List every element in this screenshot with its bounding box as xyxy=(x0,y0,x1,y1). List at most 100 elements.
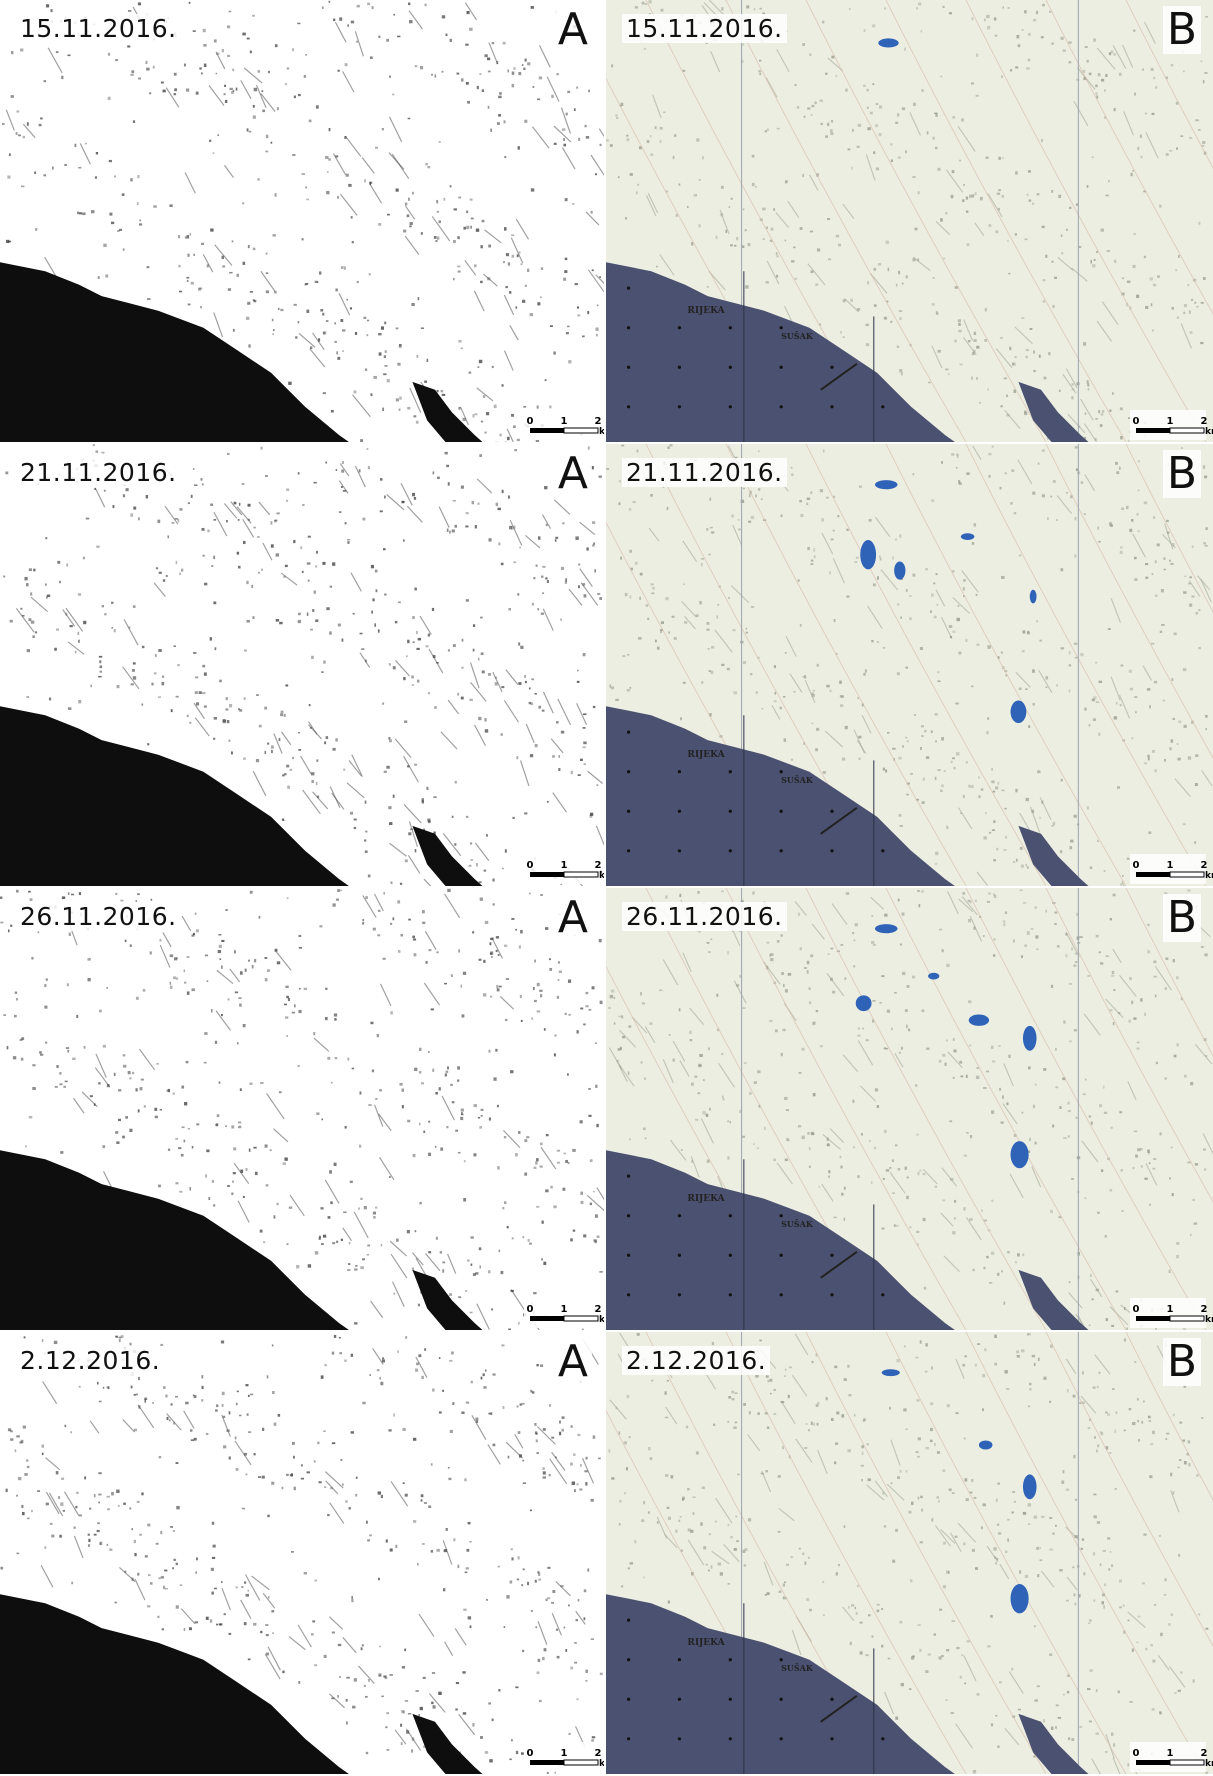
terrain-speck xyxy=(171,1403,173,1405)
terrain-speck xyxy=(938,1500,940,1502)
terrain-speck xyxy=(16,890,19,893)
terrain-speck xyxy=(289,1207,292,1209)
terrain-speck xyxy=(260,1082,263,1084)
terrain-speck xyxy=(574,1642,577,1644)
terrain-speck xyxy=(540,1166,543,1168)
terrain-speck xyxy=(16,1435,19,1437)
map: RIJEKASUŠAK012km xyxy=(606,444,1213,886)
terrain-speck xyxy=(444,198,446,201)
terrain-speck xyxy=(1178,1690,1181,1692)
terrain-speck xyxy=(743,661,746,664)
terrain-speck xyxy=(972,542,974,545)
terrain-speck xyxy=(382,1357,384,1359)
terrain-speck xyxy=(1183,312,1185,314)
terrain-speck xyxy=(1089,1619,1091,1621)
terrain-speck xyxy=(709,498,711,501)
terrain-speck xyxy=(919,904,921,907)
terrain-speck xyxy=(1091,1298,1093,1300)
terrain-speck xyxy=(398,950,401,953)
terrain-speck xyxy=(837,515,839,517)
terrain-speck xyxy=(5,471,8,474)
terrain-speck xyxy=(715,1521,717,1523)
terrain-speck xyxy=(470,198,473,200)
terrain-speck xyxy=(1147,1150,1150,1153)
terrain-speck xyxy=(941,737,944,740)
terrain-speck xyxy=(757,1070,760,1073)
terrain-speck xyxy=(524,120,527,123)
terrain-speck xyxy=(800,227,803,230)
terrain-speck xyxy=(844,1525,846,1528)
terrain-speck xyxy=(665,1391,667,1394)
terrain-speck xyxy=(66,1047,69,1049)
terrain-speck xyxy=(260,1230,263,1233)
terrain-speck xyxy=(287,67,289,69)
terrain-speck xyxy=(148,1574,151,1576)
terrain-speck xyxy=(847,1449,850,1452)
terrain-speck xyxy=(206,1150,209,1153)
terrain-speck xyxy=(258,1476,261,1478)
terrain-speck xyxy=(983,1267,985,1269)
terrain-speck xyxy=(354,1678,357,1681)
terrain-speck xyxy=(406,655,408,657)
terrain-speck xyxy=(171,709,173,712)
terrain-speck xyxy=(336,1241,338,1243)
terrain-speck xyxy=(951,761,953,764)
terrain-speck xyxy=(260,1631,262,1633)
terrain-speck xyxy=(622,655,625,657)
terrain-speck xyxy=(524,1173,527,1176)
terrain-speck xyxy=(969,195,972,198)
terrain-speck xyxy=(784,1375,786,1377)
terrain-speck xyxy=(861,1445,864,1448)
terrain-speck xyxy=(586,1457,588,1460)
terrain-speck xyxy=(905,150,907,153)
terrain-speck xyxy=(563,1153,566,1155)
terrain-speck xyxy=(472,1723,474,1726)
terrain-speck xyxy=(1041,36,1044,38)
terrain-speck xyxy=(1133,233,1136,235)
terrain-speck xyxy=(537,608,539,610)
terrain-speck xyxy=(315,565,317,567)
terrain-speck xyxy=(139,220,141,222)
terrain-speck xyxy=(1059,1569,1062,1571)
terrain-speck xyxy=(1096,701,1099,703)
terrain-speck xyxy=(504,227,507,230)
terrain-speck xyxy=(415,849,417,852)
terrain-speck xyxy=(425,163,428,166)
terrain-speck xyxy=(781,1053,783,1056)
terrain-speck xyxy=(898,757,901,760)
terrain-speck xyxy=(268,1596,270,1599)
terrain-speck xyxy=(1161,624,1164,626)
terrain-speck xyxy=(221,1340,224,1343)
terrain-speck xyxy=(1179,1459,1182,1461)
terrain-speck xyxy=(564,1627,566,1629)
terrain-speck xyxy=(802,1553,804,1556)
terrain-speck xyxy=(410,222,413,225)
terrain-speck xyxy=(476,229,479,232)
terrain-speck xyxy=(559,1432,561,1435)
terrain-speck xyxy=(1074,1029,1077,1031)
terrain-speck xyxy=(576,1698,578,1700)
terrain-speck xyxy=(557,996,559,999)
terrain-speck xyxy=(869,519,872,522)
terrain-speck xyxy=(94,1494,96,1497)
terrain-speck xyxy=(867,127,870,130)
terrain-speck xyxy=(240,1088,242,1091)
terrain-speck xyxy=(709,1108,711,1111)
terrain-speck xyxy=(1137,1616,1140,1618)
terrain-speck xyxy=(1201,61,1203,63)
terrain-speck xyxy=(517,1406,519,1408)
terrain-speck xyxy=(385,1726,387,1728)
terrain-speck xyxy=(330,1201,332,1204)
terrain-speck xyxy=(335,738,337,741)
terrain-speck xyxy=(727,1156,729,1159)
terrain-speck xyxy=(787,1139,790,1141)
terrain-speck xyxy=(351,21,354,24)
terrain-speck xyxy=(434,236,437,239)
terrain-speck xyxy=(529,893,531,895)
terrain-speck xyxy=(1076,1117,1078,1119)
terrain-speck xyxy=(210,1619,212,1622)
terrain-speck xyxy=(1120,407,1123,410)
terrain-speck xyxy=(435,240,437,242)
terrain-speck xyxy=(830,132,833,135)
terrain-speck xyxy=(1002,1095,1004,1098)
